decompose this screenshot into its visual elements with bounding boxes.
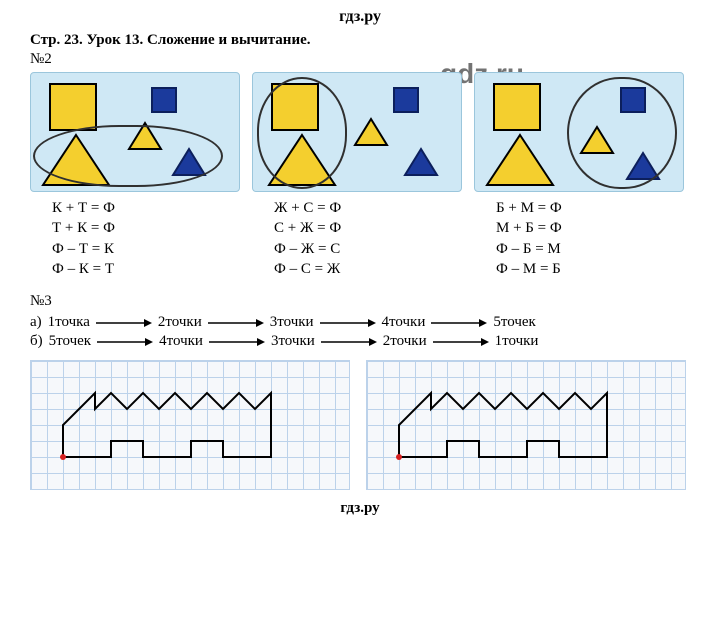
start-dot [60, 454, 66, 460]
seq-item: 2точки [383, 333, 427, 350]
task3-label: №3 [30, 293, 690, 310]
grid-pattern-1 [30, 360, 350, 490]
seq-prefix: а) [30, 314, 42, 331]
equation: М + Б = Ф [496, 218, 684, 238]
task2-label: №2 [30, 51, 690, 68]
blue-small-square [393, 87, 419, 113]
seq-item: 2точки [158, 314, 202, 331]
equation: Ф – Б = М [496, 239, 684, 259]
equation: Т + К = Ф [52, 218, 240, 238]
shape-panels [30, 72, 690, 192]
equation: Ф – К = Т [52, 259, 240, 279]
yellow-small-triangle [353, 117, 389, 147]
panel-1 [30, 72, 240, 192]
arrow-icon [431, 318, 487, 328]
yellow-big-triangle [485, 133, 555, 188]
seq-item: 1точка [48, 314, 90, 331]
blue-small-triangle [403, 147, 439, 177]
arrow-icon [321, 337, 377, 347]
equations-col-3: Б + М = Ф М + Б = Ф Ф – Б = М Ф – М = Б [474, 198, 684, 279]
start-dot [396, 454, 402, 460]
blue-small-square [151, 87, 177, 113]
panel-3 [474, 72, 684, 192]
yellow-big-square [493, 83, 541, 131]
circle-annotation-1 [33, 125, 223, 187]
equation: Ж + С = Ф [274, 198, 462, 218]
seq-item: 3точки [270, 314, 314, 331]
seq-item: 1точки [495, 333, 539, 350]
equation: Б + М = Ф [496, 198, 684, 218]
circle-annotation-2 [257, 77, 347, 189]
seq-item: 5точек [49, 333, 91, 350]
equation: Ф – Т = К [52, 239, 240, 259]
yellow-big-square [49, 83, 97, 131]
sequence-row-b: б) 5точек 4точки 3точки 2точки 1точки [30, 333, 690, 350]
equations-col-2: Ж + С = Ф С + Ж = Ф Ф – Ж = С Ф – С = Ж [252, 198, 462, 279]
page-title: Стр. 23. Урок 13. Сложение и вычитание. [30, 32, 690, 49]
panel-2 [252, 72, 462, 192]
arrow-icon [209, 337, 265, 347]
seq-item: 3точки [271, 333, 315, 350]
equation: Ф – С = Ж [274, 259, 462, 279]
grid-pattern-2 [366, 360, 686, 490]
equations-col-1: К + Т = Ф Т + К = Ф Ф – Т = К Ф – К = Т [30, 198, 240, 279]
circle-annotation-3 [567, 77, 677, 189]
equation: Ф – М = Б [496, 259, 684, 279]
site-footer: гдз.ру [30, 500, 690, 517]
equation: Ф – Ж = С [274, 239, 462, 259]
grid-drawings [30, 360, 690, 490]
arrow-icon [96, 318, 152, 328]
arrow-icon [433, 337, 489, 347]
seq-item: 4точки [382, 314, 426, 331]
seq-prefix: б) [30, 333, 43, 350]
arrow-icon [97, 337, 153, 347]
equation: К + Т = Ф [52, 198, 240, 218]
arrow-icon [208, 318, 264, 328]
equation: С + Ж = Ф [274, 218, 462, 238]
site-header: гдз.ру [30, 8, 690, 26]
arrow-icon [320, 318, 376, 328]
sequence-row-a: а) 1точка 2точки 3точки 4точки 5точек [30, 314, 690, 331]
equations-row: К + Т = Ф Т + К = Ф Ф – Т = К Ф – К = Т … [30, 198, 690, 279]
seq-item: 4точки [159, 333, 203, 350]
seq-item: 5точек [493, 314, 535, 331]
